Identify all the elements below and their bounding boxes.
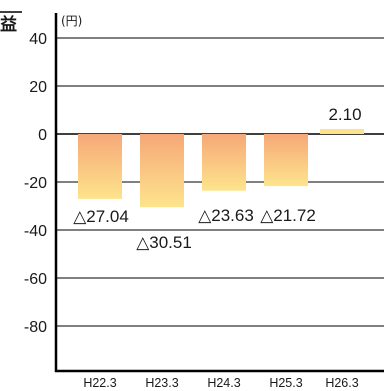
data-label: 2.10 [328, 105, 361, 124]
bar [202, 134, 246, 191]
x-tick-label: H23.3 [145, 376, 178, 390]
x-tick-label: H24.3 [207, 376, 240, 390]
chart-title: 益 [0, 14, 17, 35]
x-tick-label: H26.3 [325, 376, 358, 390]
bar [320, 128, 364, 134]
data-label: △30.51 [136, 233, 192, 252]
bar [78, 134, 122, 199]
y-tick-label: 40 [29, 31, 47, 48]
x-tick-label: H22.3 [83, 376, 116, 390]
y-axis-tick-labels: 40 20 0 -20 -40 -60 -80 [24, 31, 47, 336]
y-tick-label: 20 [29, 79, 47, 96]
y-tick-label: 0 [38, 127, 47, 144]
y-tick-label: -40 [24, 223, 47, 240]
bars [78, 128, 364, 208]
unit-label: (円) [61, 14, 82, 28]
data-label: △23.63 [198, 206, 254, 225]
data-labels: △27.04 △30.51 △23.63 △21.72 2.10 [73, 105, 361, 252]
x-axis-tick-labels: H22.3 H23.3 H24.3 H25.3 H26.3 [83, 376, 358, 390]
bar [264, 134, 308, 187]
bar [140, 134, 184, 208]
data-label: △27.04 [73, 207, 129, 226]
x-tick-label: H25.3 [269, 376, 302, 390]
y-tick-label: -80 [24, 319, 47, 336]
y-tick-label: -20 [24, 175, 47, 192]
y-tick-label: -60 [24, 271, 47, 288]
data-label: △21.72 [260, 206, 316, 225]
